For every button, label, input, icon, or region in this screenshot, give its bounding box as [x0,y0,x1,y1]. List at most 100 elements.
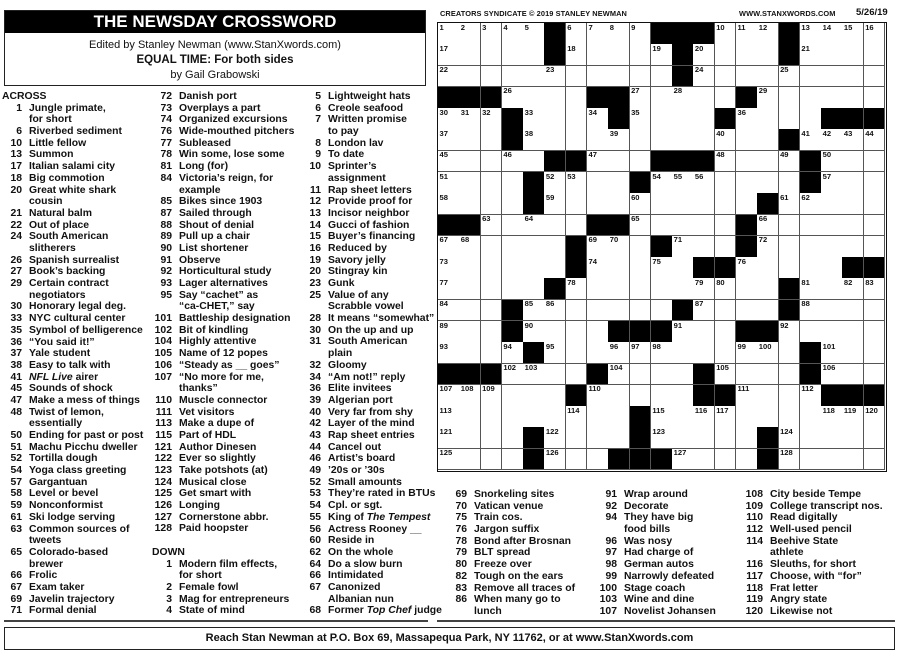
grid-cell[interactable]: 52 [544,172,567,194]
grid-cell[interactable] [544,214,567,237]
grid-cell[interactable]: 15 [842,23,865,45]
grid-cell[interactable] [565,86,588,109]
grid-cell[interactable]: 12 [757,23,780,45]
across-clue[interactable]: 104 Highly attentive [152,336,302,348]
grid-cell[interactable]: 125 [438,448,460,471]
down-clue[interactable]: 80 Freeze over [447,559,592,571]
grid-cell[interactable] [459,193,482,216]
grid-cell[interactable] [736,150,758,173]
grid-cell[interactable] [629,384,652,407]
across-clue[interactable]: 66 Frolic [2,570,150,582]
grid-cell[interactable] [544,406,567,428]
across-clue[interactable]: 92 Horticultural study [152,266,302,278]
grid-cell[interactable] [821,214,843,237]
grid-cell[interactable]: 41 [799,129,822,152]
grid-cell[interactable] [650,193,673,216]
grid-cell[interactable]: 7 [587,23,609,45]
grid-cell[interactable] [842,321,865,343]
grid-cell[interactable] [650,65,673,88]
grid-cell[interactable] [672,108,694,130]
grid-cell[interactable]: 100 [757,342,780,365]
grid-cell[interactable] [544,108,567,130]
across-clue[interactable]: 41 NFL Live airer [2,372,150,384]
across-clue[interactable]: 77 Subleased [152,138,302,150]
grid-cell[interactable]: 112 [799,384,822,407]
grid-cell[interactable] [629,235,652,258]
grid-cell[interactable]: 5 [523,23,545,45]
grid-cell[interactable] [459,406,482,428]
grid-cell[interactable] [736,448,758,471]
grid-cell[interactable] [842,299,865,322]
grid-cell[interactable] [799,108,822,130]
grid-cell[interactable]: 65 [629,214,652,237]
grid-cell[interactable] [778,363,801,386]
grid-cell[interactable]: 4 [501,23,524,45]
grid-cell[interactable] [842,44,865,67]
grid-cell[interactable] [693,193,716,216]
grid-cell[interactable] [778,86,801,109]
grid-cell[interactable] [757,278,780,301]
across-clue[interactable]: 20 Great white shark cousin [2,185,150,208]
grid-cell[interactable] [459,278,482,301]
down-clue[interactable]: 4 State of mind [152,605,302,617]
grid-cell[interactable] [587,172,609,194]
grid-cell[interactable] [480,257,503,279]
down-clue[interactable]: 120 Likewise not [743,606,898,618]
across-clue[interactable]: 72 Danish port [152,91,302,103]
across-clue[interactable]: 37 Yale student [2,348,150,360]
down-clue[interactable]: 98 German autos [597,559,737,571]
grid-cell[interactable] [799,257,822,279]
grid-cell[interactable] [501,427,524,450]
grid-cell[interactable] [736,363,758,386]
across-clue[interactable]: 78 Win some, lose some [152,149,302,161]
down-clue[interactable]: 9 To date [301,149,437,161]
grid-cell[interactable] [736,172,758,194]
across-clue[interactable]: 18 Big commotion [2,173,150,185]
across-clue[interactable]: 102 Bit of kindling [152,325,302,337]
down-clue[interactable]: 100 Stage coach [597,583,737,595]
grid-cell[interactable] [650,384,673,407]
grid-cell[interactable] [736,406,758,428]
down-clue[interactable]: 49 ’20s or ’30s [301,465,437,477]
across-clue[interactable]: 58 Level or bevel [2,488,150,500]
down-clue[interactable]: 13 Incisor neighbor [301,208,437,220]
across-clue[interactable]: 35 Symbol of belligerence [2,325,150,337]
down-clue[interactable]: 6 Creole seafood [301,103,437,115]
grid-cell[interactable]: 6 [565,23,588,45]
down-clue[interactable]: 108 City beside Tempe [743,489,898,501]
grid-cell[interactable]: 8 [608,23,631,45]
down-clue[interactable]: 116 Sleuths, for short [743,559,898,571]
grid-cell[interactable] [863,363,886,386]
grid-cell[interactable] [693,108,716,130]
grid-cell[interactable]: 81 [799,278,822,301]
grid-cell[interactable] [778,384,801,407]
grid-cell[interactable] [693,129,716,152]
grid-cell[interactable] [799,448,822,471]
down-clue[interactable]: 78 Bond after Brosnan [447,536,592,548]
grid-cell[interactable]: 20 [693,44,716,67]
grid-cell[interactable] [544,129,567,152]
down-clue[interactable]: 76 Jargon suffix [447,524,592,536]
grid-cell[interactable] [629,150,652,173]
grid-cell[interactable] [863,214,886,237]
down-clue[interactable]: 14 Gucci of fashion [301,220,437,232]
down-clue[interactable]: 42 Layer of the mind [301,418,437,430]
grid-cell[interactable] [714,172,737,194]
down-clue[interactable]: 94 They have big food bills [597,512,737,535]
grid-cell[interactable]: 77 [438,278,460,301]
grid-cell[interactable]: 43 [842,129,865,152]
across-clue[interactable]: 81 Long (for) [152,161,302,173]
grid-cell[interactable]: 25 [778,65,801,88]
across-clue[interactable]: 121 Author Dinesen [152,442,302,454]
down-clue[interactable]: 10 Sprinter’s assignment [301,161,437,184]
grid-cell[interactable] [672,384,694,407]
across-clue[interactable]: 26 Spanish surrealist [2,255,150,267]
grid-cell[interactable] [565,108,588,130]
grid-cell[interactable] [736,299,758,322]
grid-cell[interactable] [565,363,588,386]
grid-cell[interactable] [799,86,822,109]
grid-cell[interactable]: 29 [757,86,780,109]
across-clue[interactable]: 33 NYC cultural center [2,313,150,325]
across-clue[interactable]: 125 Get smart with [152,488,302,500]
grid-cell[interactable] [523,384,545,407]
